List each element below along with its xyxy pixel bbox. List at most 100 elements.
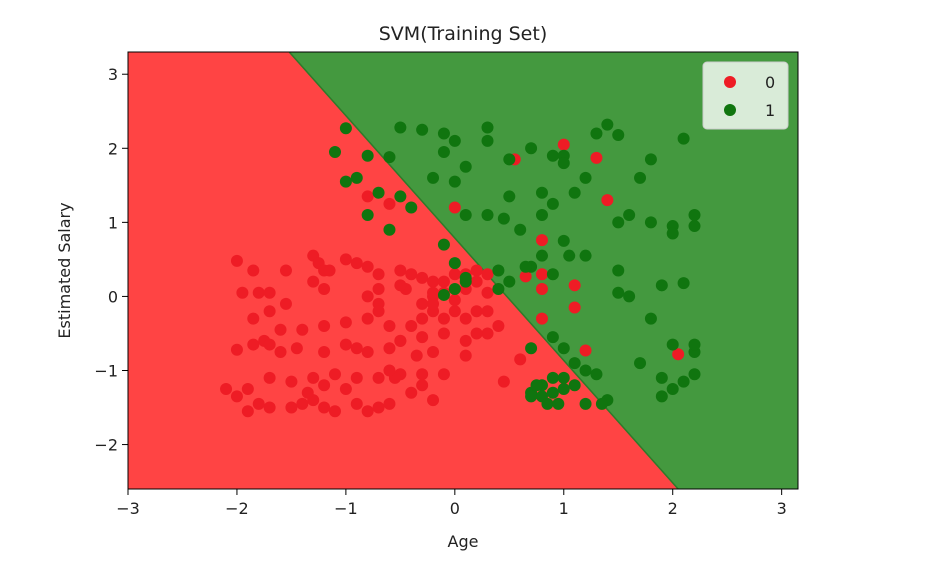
scatter-point-class-1 <box>383 223 396 236</box>
scatter-point-class-1 <box>579 397 592 410</box>
scatter-point-class-0 <box>416 297 429 310</box>
scatter-point-class-1 <box>590 368 603 381</box>
scatter-point-class-0 <box>279 297 292 310</box>
x-tick-label: −1 <box>334 499 358 518</box>
scatter-point-class-0 <box>470 305 483 318</box>
scatter-point-class-0 <box>427 394 440 407</box>
scatter-point-class-0 <box>252 397 265 410</box>
scatter-point-class-1 <box>546 386 559 399</box>
scatter-point-class-0 <box>405 320 418 333</box>
scatter-point-class-1 <box>503 275 516 288</box>
scatter-point-class-0 <box>448 201 461 214</box>
scatter-point-class-1 <box>644 216 657 229</box>
scatter-point-class-1 <box>383 151 396 164</box>
scatter-point-class-0 <box>350 342 363 355</box>
scatter-point-class-0 <box>437 275 450 288</box>
scatter-point-class-0 <box>230 254 243 267</box>
x-tick-label: −2 <box>225 499 249 518</box>
scatter-point-class-1 <box>546 149 559 162</box>
scatter-point-class-0 <box>416 331 429 344</box>
x-axis-label: Age <box>448 532 479 551</box>
scatter-point-class-1 <box>666 383 679 396</box>
y-axis-label: Estimated Salary <box>55 202 74 338</box>
scatter-point-class-1 <box>437 127 450 140</box>
scatter-point-class-1 <box>372 186 385 199</box>
scatter-point-class-1 <box>525 342 538 355</box>
x-tick-label: 2 <box>668 499 678 518</box>
x-axis-ticks: −3 −2 −1 0 1 2 3 <box>116 489 787 518</box>
scatter-point-class-0 <box>230 343 243 356</box>
scatter-point-class-1 <box>568 186 581 199</box>
scatter-point-class-1 <box>497 212 510 225</box>
legend-label-class-0: 0 <box>765 73 775 92</box>
scatter-point-class-1 <box>448 134 461 147</box>
scatter-point-class-1 <box>557 383 570 396</box>
scatter-point-class-1 <box>612 216 625 229</box>
scatter-point-class-0 <box>497 375 510 388</box>
scatter-point-class-0 <box>481 327 494 340</box>
scatter-point-class-0 <box>492 320 505 333</box>
y-tick-label: 2 <box>108 139 118 158</box>
scatter-point-class-0 <box>481 286 494 299</box>
legend-marker-class-0 <box>724 76 736 88</box>
scatter-point-class-0 <box>361 290 374 303</box>
scatter-point-class-1 <box>394 190 407 203</box>
scatter-point-class-0 <box>470 275 483 288</box>
scatter-point-class-0 <box>405 268 418 281</box>
scatter-point-class-0 <box>394 334 407 347</box>
scatter-point-class-0 <box>350 371 363 384</box>
scatter-point-class-1 <box>688 208 701 221</box>
scatter-point-class-0 <box>448 268 461 281</box>
scatter-point-class-1 <box>339 175 352 188</box>
scatter-point-class-0 <box>459 312 472 325</box>
scatter-point-class-0 <box>535 283 548 296</box>
scatter-point-class-0 <box>361 260 374 273</box>
scatter-point-class-0 <box>519 270 532 283</box>
scatter-point-class-1 <box>557 234 570 247</box>
y-tick-label: 0 <box>108 287 118 306</box>
scatter-point-class-1 <box>557 157 570 170</box>
scatter-point-class-0 <box>323 264 336 277</box>
scatter-point-class-1 <box>525 390 538 403</box>
scatter-point-class-0 <box>247 312 260 325</box>
scatter-point-class-0 <box>318 345 331 358</box>
scatter-point-class-0 <box>328 405 341 418</box>
x-tick-label: 3 <box>777 499 787 518</box>
scatter-point-class-0 <box>263 286 276 299</box>
scatter-point-class-0 <box>274 323 287 336</box>
scatter-point-class-1 <box>514 223 527 236</box>
scatter-point-class-0 <box>448 294 461 307</box>
scatter-point-class-0 <box>459 334 472 347</box>
scatter-point-class-0 <box>241 405 254 418</box>
scatter-point-class-0 <box>416 368 429 381</box>
legend-box <box>702 61 789 130</box>
scatter-point-class-0 <box>416 271 429 284</box>
scatter-point-class-0 <box>481 305 494 318</box>
scatter-point-class-0 <box>514 353 527 366</box>
scatter-point-class-1 <box>579 364 592 377</box>
scatter-point-class-1 <box>361 208 374 221</box>
plot-area <box>128 52 798 489</box>
scatter-point-class-0 <box>372 305 385 318</box>
scatter-point-class-0 <box>296 397 309 410</box>
scatter-point-class-0 <box>361 190 374 203</box>
scatter-point-class-0 <box>301 386 314 399</box>
scatter-point-class-0 <box>263 371 276 384</box>
scatter-point-class-0 <box>535 234 548 247</box>
scatter-point-class-1 <box>644 312 657 325</box>
scatter-point-class-0 <box>285 375 298 388</box>
scatter-point-class-1 <box>601 118 614 131</box>
scatter-point-class-0 <box>263 401 276 414</box>
scatter-point-class-1 <box>557 371 570 384</box>
scatter-point-class-0 <box>350 257 363 270</box>
scatter-point-class-0 <box>672 348 685 361</box>
legend-marker-class-1 <box>724 104 736 116</box>
scatter-point-class-1 <box>492 264 505 277</box>
scatter-point-class-1 <box>563 249 576 262</box>
scatter-point-class-0 <box>427 297 440 310</box>
scatter-point-class-0 <box>568 301 581 314</box>
scatter-point-class-1 <box>437 238 450 251</box>
scatter-point-class-0 <box>481 268 494 281</box>
scatter-point-class-1 <box>503 153 516 166</box>
scatter-point-class-1 <box>546 268 559 281</box>
